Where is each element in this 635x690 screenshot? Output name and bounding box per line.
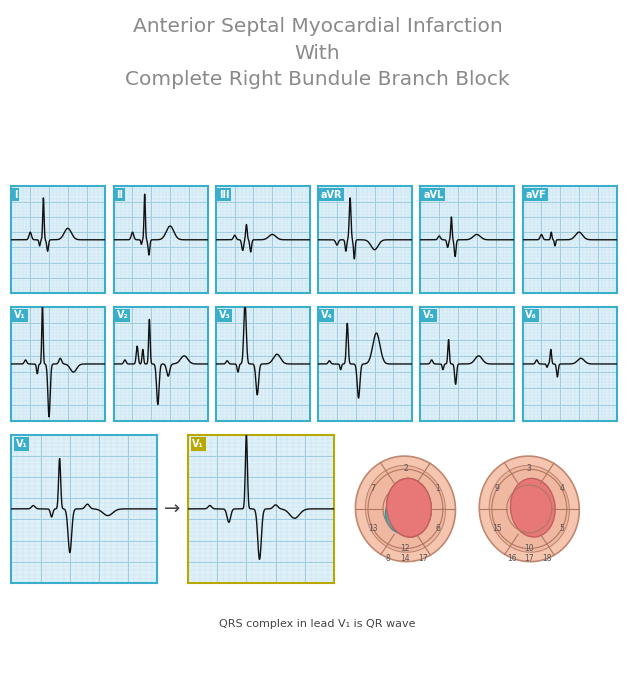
Ellipse shape bbox=[387, 478, 431, 537]
Text: aVL: aVL bbox=[423, 190, 443, 199]
Text: III: III bbox=[218, 190, 229, 199]
Text: 7: 7 bbox=[370, 484, 375, 493]
Text: 9: 9 bbox=[494, 484, 499, 493]
Text: 18: 18 bbox=[542, 553, 552, 563]
Text: 15: 15 bbox=[492, 524, 502, 533]
Text: 5: 5 bbox=[559, 524, 565, 533]
Text: Anterior Septal Myocardial Infarction
With
Complete Right Bundule Branch Block: Anterior Septal Myocardial Infarction Wi… bbox=[125, 17, 510, 89]
Text: →: → bbox=[164, 500, 180, 518]
Ellipse shape bbox=[489, 466, 570, 552]
Text: V₁: V₁ bbox=[16, 439, 27, 449]
Text: V₃: V₃ bbox=[218, 310, 231, 320]
Text: 14: 14 bbox=[401, 553, 410, 563]
Text: 12: 12 bbox=[401, 544, 410, 553]
Ellipse shape bbox=[385, 496, 418, 533]
Text: V₁: V₁ bbox=[192, 439, 204, 449]
Text: 10: 10 bbox=[525, 544, 534, 553]
Text: I: I bbox=[14, 190, 18, 199]
Text: QRS complex in lead V₁ is QR wave: QRS complex in lead V₁ is QR wave bbox=[219, 620, 416, 629]
Text: 4: 4 bbox=[559, 484, 565, 493]
Ellipse shape bbox=[356, 456, 455, 562]
Text: 1: 1 bbox=[436, 484, 441, 493]
Text: 16: 16 bbox=[507, 553, 516, 563]
Text: V₂: V₂ bbox=[116, 310, 128, 320]
Text: aVR: aVR bbox=[321, 190, 342, 199]
Text: II: II bbox=[116, 190, 123, 199]
Text: 8: 8 bbox=[385, 553, 390, 563]
Text: 6: 6 bbox=[436, 524, 441, 533]
Ellipse shape bbox=[511, 478, 555, 537]
Text: 2: 2 bbox=[403, 464, 408, 473]
Text: V₅: V₅ bbox=[423, 310, 435, 320]
Text: V₁: V₁ bbox=[14, 310, 26, 320]
Text: V₆: V₆ bbox=[525, 310, 537, 320]
Text: 13: 13 bbox=[368, 524, 378, 533]
Text: V₄: V₄ bbox=[321, 310, 333, 320]
Ellipse shape bbox=[479, 456, 579, 562]
Text: 17: 17 bbox=[525, 553, 534, 563]
Text: 17: 17 bbox=[418, 553, 428, 563]
Ellipse shape bbox=[365, 466, 446, 552]
Ellipse shape bbox=[387, 478, 431, 537]
Text: 3: 3 bbox=[527, 464, 531, 473]
Text: aVF: aVF bbox=[525, 190, 546, 199]
